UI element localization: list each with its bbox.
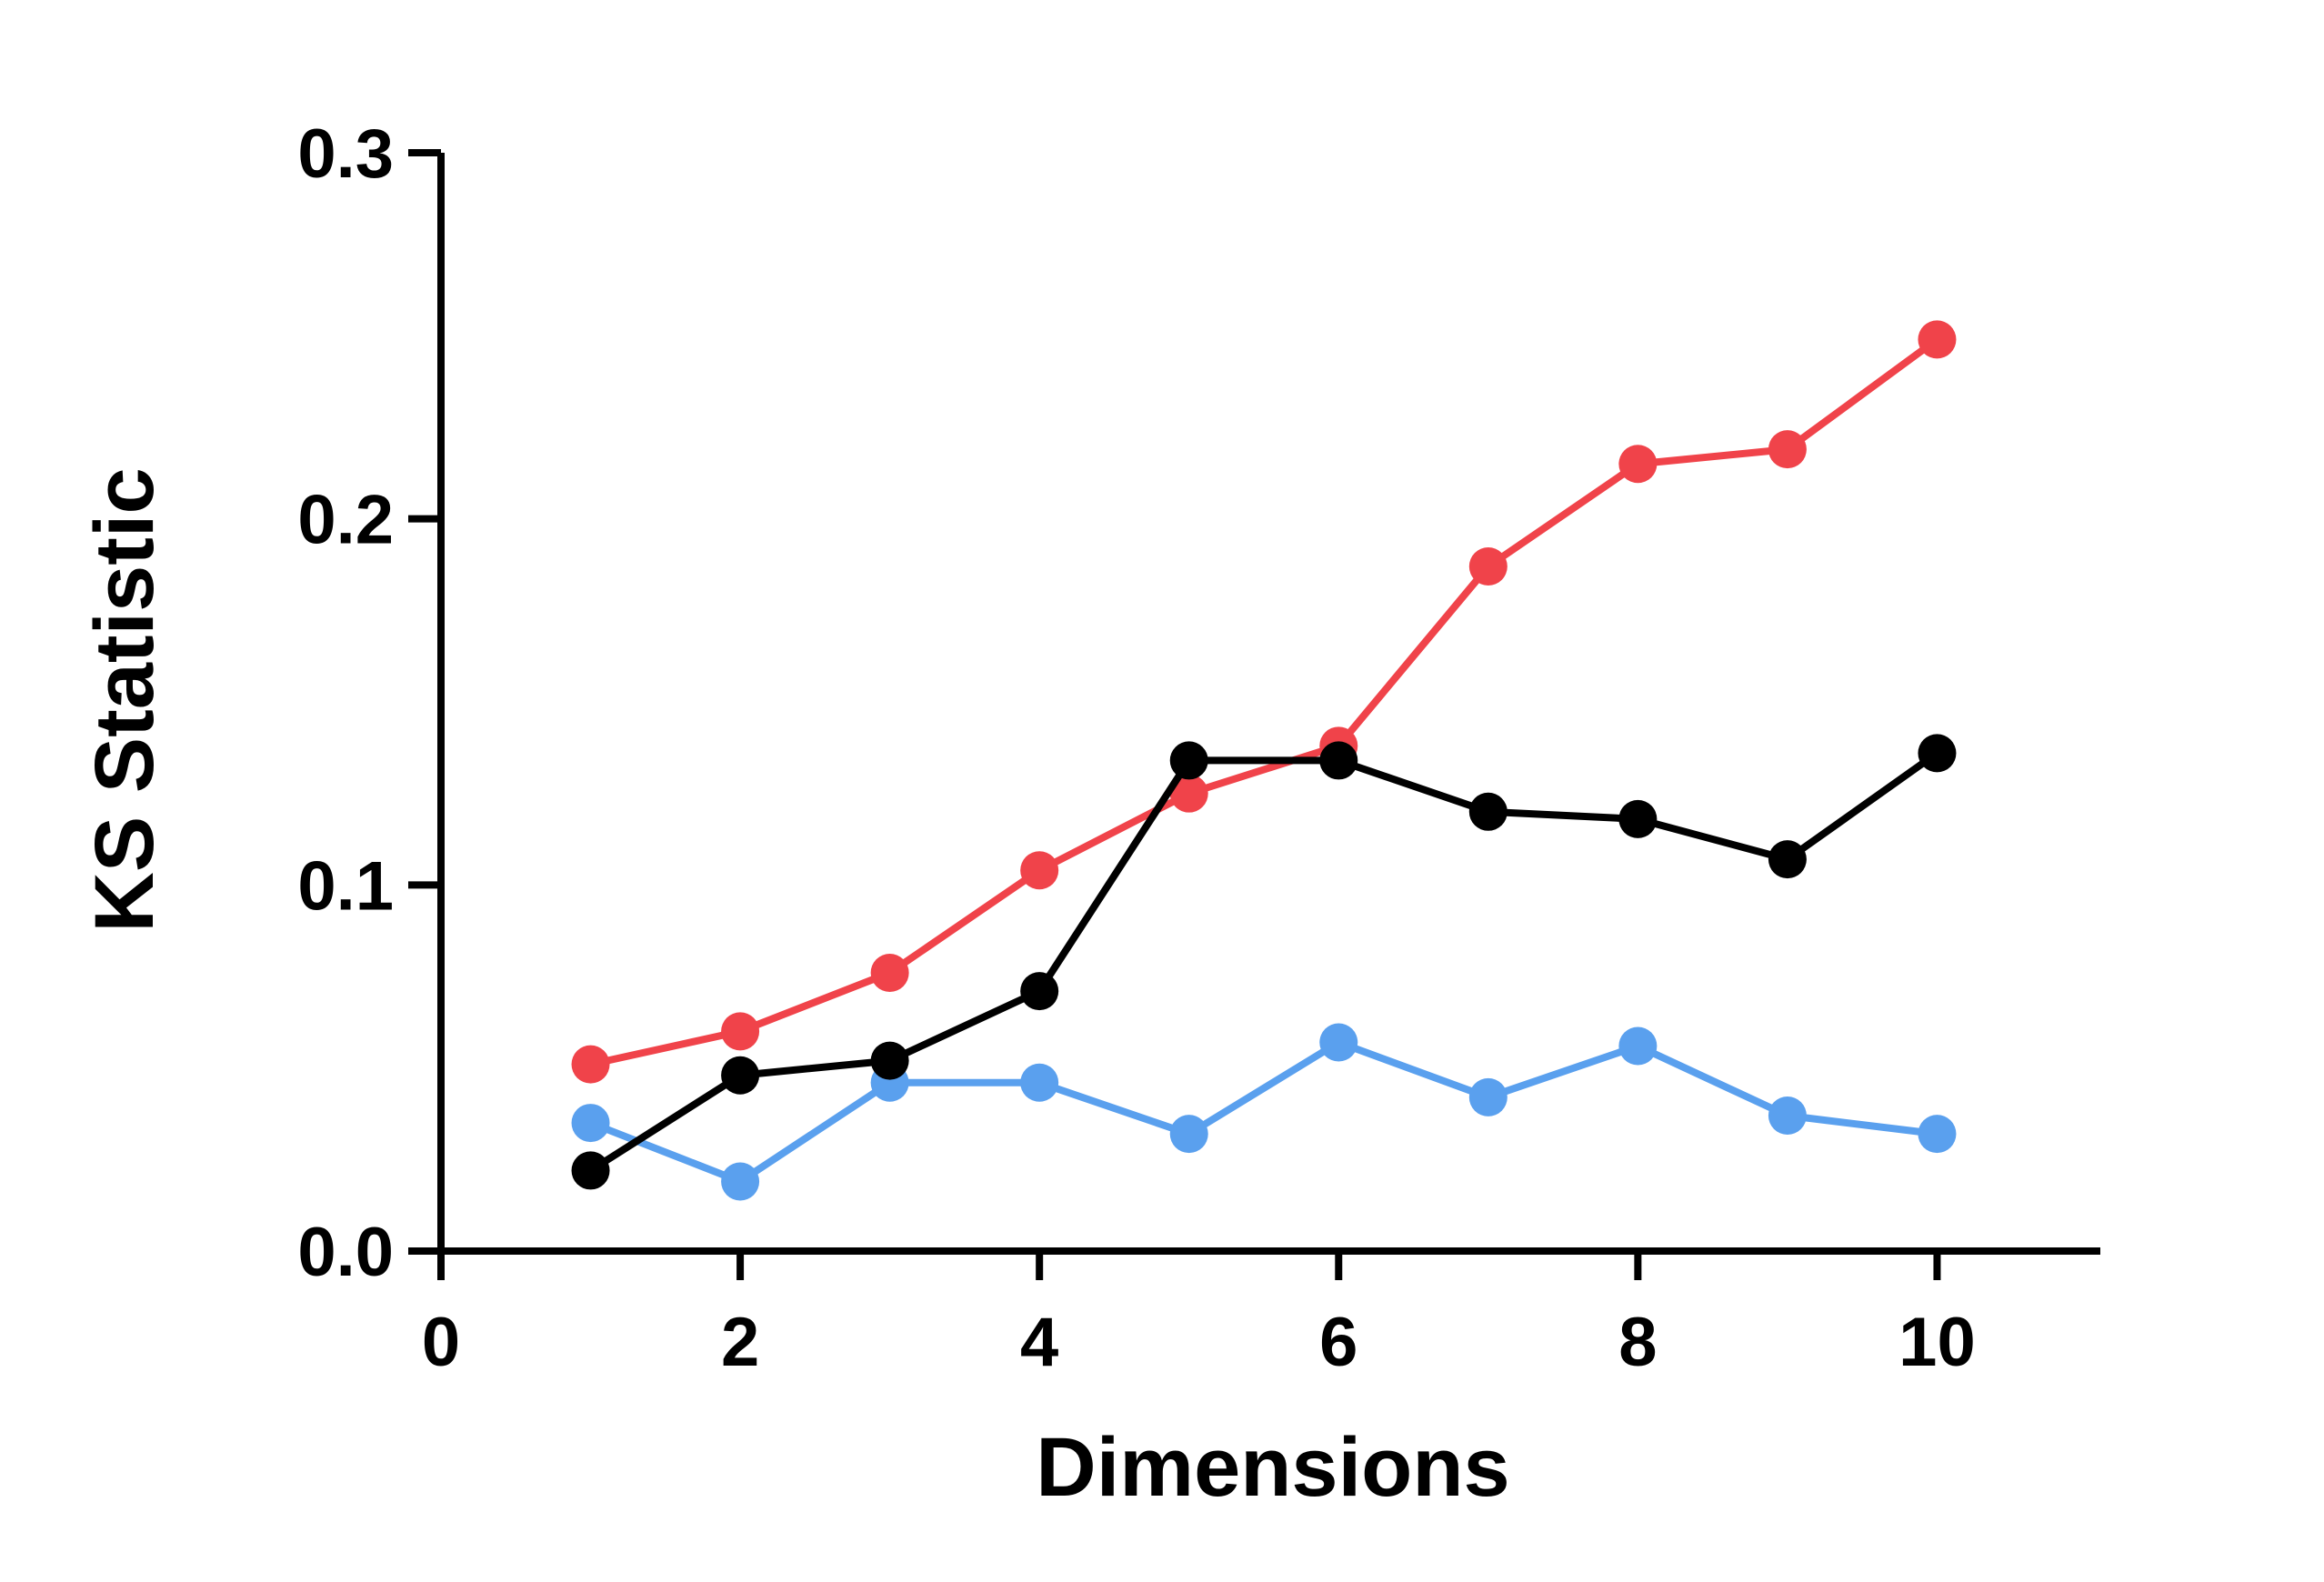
- x-axis-title: Dimensions: [1036, 1421, 1509, 1514]
- data-point: [1020, 972, 1059, 1011]
- data-point: [571, 1104, 610, 1143]
- data-point: [1768, 840, 1807, 879]
- series-1: [571, 734, 1957, 1190]
- data-point: [1169, 774, 1208, 813]
- data-point: [870, 953, 909, 992]
- series-line: [588, 750, 1939, 1174]
- y-axis-title: KS Statistic: [78, 467, 171, 932]
- data-point: [1768, 1096, 1807, 1136]
- series-line: [589, 1038, 1938, 1186]
- data-point: [1169, 741, 1208, 780]
- x-tick-label: 0: [422, 1304, 460, 1381]
- data-point: [1468, 792, 1508, 831]
- data-point: [721, 1056, 760, 1095]
- data-point: [870, 1041, 909, 1080]
- y-tick-label: 0.2: [297, 482, 394, 559]
- data-point: [1918, 734, 1957, 773]
- x-tick-label: 4: [1020, 1304, 1058, 1381]
- data-point: [1319, 1023, 1358, 1062]
- data-point: [1618, 799, 1658, 838]
- data-point: [1319, 741, 1358, 780]
- x-tick-label: 10: [1898, 1304, 1976, 1381]
- x-tick-label: 8: [1618, 1304, 1657, 1381]
- y-tick-label: 0.3: [297, 115, 394, 193]
- y-tick-label: 0.1: [297, 847, 394, 925]
- ticks-layer: 0 2 4 6 8 10 0.0 0.1 0.2 0.3: [297, 115, 1975, 1381]
- data-point: [1618, 1026, 1658, 1066]
- series-layer: [571, 320, 1957, 1201]
- series-2: [571, 1023, 1957, 1201]
- data-point: [1468, 1077, 1508, 1116]
- data-point: [1768, 430, 1807, 469]
- y-tick-label: 0.0: [297, 1214, 394, 1291]
- data-point: [721, 1162, 760, 1201]
- data-point: [1918, 1115, 1957, 1154]
- data-point: [571, 1151, 610, 1190]
- data-point: [721, 1012, 760, 1051]
- data-point: [571, 1045, 610, 1084]
- x-tick-label: 2: [721, 1304, 759, 1381]
- data-point: [1618, 445, 1658, 484]
- data-point: [1169, 1115, 1208, 1154]
- data-point: [1918, 320, 1957, 359]
- data-point: [1020, 851, 1059, 890]
- series-line: [589, 336, 1939, 1068]
- x-tick-label: 6: [1319, 1304, 1357, 1381]
- series-0: [571, 320, 1957, 1084]
- axes-layer: [437, 153, 2100, 1255]
- data-point: [1020, 1063, 1059, 1102]
- data-point: [1468, 547, 1508, 586]
